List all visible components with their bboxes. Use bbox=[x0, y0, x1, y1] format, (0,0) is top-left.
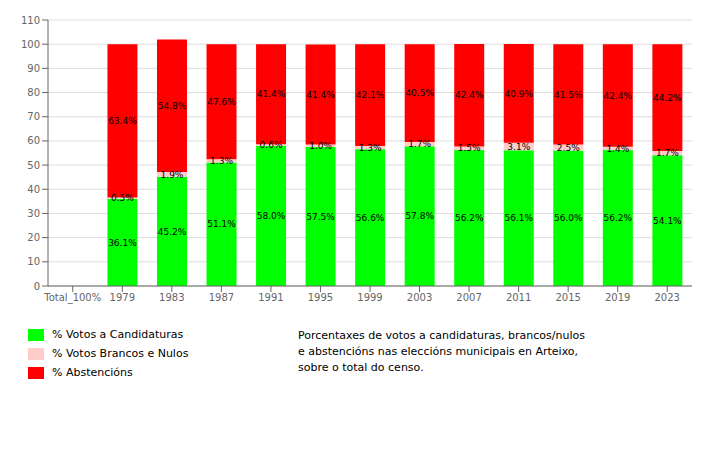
svg-text:42.1%: 42.1% bbox=[356, 90, 385, 100]
svg-text:63.4%: 63.4% bbox=[108, 116, 137, 126]
svg-text:56.6%: 56.6% bbox=[356, 213, 385, 223]
svg-text:20: 20 bbox=[27, 232, 40, 243]
svg-text:41.4%: 41.4% bbox=[257, 89, 286, 99]
html-text:sobre o total do censo.: sobre o total do censo. bbox=[298, 361, 424, 374]
svg-text:1.3%: 1.3% bbox=[210, 156, 233, 166]
svg-text:1999: 1999 bbox=[357, 292, 382, 303]
svg-text:1.3%: 1.3% bbox=[359, 143, 382, 153]
svg-text:1.9%: 1.9% bbox=[161, 170, 184, 180]
html-text:% Votos Brancos e Nulos: % Votos Brancos e Nulos bbox=[52, 347, 189, 360]
svg-text:2003: 2003 bbox=[407, 292, 432, 303]
svg-text:42.4%: 42.4% bbox=[455, 90, 484, 100]
svg-text:36.1%: 36.1% bbox=[108, 238, 137, 248]
svg-text:1.7%: 1.7% bbox=[408, 139, 431, 149]
svg-text:56.2%: 56.2% bbox=[604, 213, 633, 223]
svg-text:40.9%: 40.9% bbox=[504, 89, 533, 99]
svg-text:70: 70 bbox=[27, 111, 40, 122]
svg-text:80: 80 bbox=[27, 87, 40, 98]
html-text:Porcentaxes de votos a candida: Porcentaxes de votos a candidaturas, bra… bbox=[298, 329, 585, 342]
svg-text:1991: 1991 bbox=[258, 292, 283, 303]
html-text:% Abstencións: % Abstencións bbox=[52, 366, 133, 379]
svg-text:0.6%: 0.6% bbox=[260, 140, 283, 150]
svg-text:Total_100%: Total_100% bbox=[43, 292, 101, 304]
svg-text:1.4%: 1.4% bbox=[606, 144, 629, 154]
svg-text:0.5%: 0.5% bbox=[111, 193, 134, 203]
html-text:% Votos a Candidaturas: % Votos a Candidaturas bbox=[52, 328, 184, 341]
svg-text:42.4%: 42.4% bbox=[604, 91, 633, 101]
svg-text:56.1%: 56.1% bbox=[504, 213, 533, 223]
svg-text:100: 100 bbox=[21, 39, 40, 50]
svg-text:40.5%: 40.5% bbox=[405, 88, 434, 98]
svg-text:1995: 1995 bbox=[308, 292, 333, 303]
svg-text:2007: 2007 bbox=[456, 292, 481, 303]
svg-text:56.0%: 56.0% bbox=[554, 213, 583, 223]
svg-text:41.4%: 41.4% bbox=[306, 90, 335, 100]
svg-text:45.2%: 45.2% bbox=[158, 227, 187, 237]
svg-text:1979: 1979 bbox=[110, 292, 135, 303]
svg-text:54.8%: 54.8% bbox=[158, 101, 187, 111]
svg-text:1.7%: 1.7% bbox=[656, 148, 679, 158]
svg-text:44.2%: 44.2% bbox=[653, 93, 682, 103]
svg-text:2011: 2011 bbox=[506, 292, 531, 303]
svg-text:3.1%: 3.1% bbox=[507, 142, 530, 152]
svg-text:1.5%: 1.5% bbox=[458, 143, 481, 153]
svg-text:47.6%: 47.6% bbox=[207, 97, 236, 107]
svg-text:10: 10 bbox=[27, 256, 40, 267]
svg-text:2019: 2019 bbox=[605, 292, 630, 303]
svg-text:40: 40 bbox=[27, 184, 40, 195]
svg-text:2015: 2015 bbox=[555, 292, 580, 303]
html-text:e abstencións nas eleccións mu: e abstencións nas eleccións municipais e… bbox=[298, 345, 579, 358]
svg-text:90: 90 bbox=[27, 63, 40, 74]
svg-text:1.0%: 1.0% bbox=[309, 141, 332, 151]
svg-text:51.1%: 51.1% bbox=[207, 219, 236, 229]
svg-text:2.5%: 2.5% bbox=[557, 143, 580, 153]
svg-text:0: 0 bbox=[34, 281, 40, 292]
svg-text:30: 30 bbox=[27, 208, 40, 219]
svg-text:1987: 1987 bbox=[209, 292, 234, 303]
svg-text:58.0%: 58.0% bbox=[257, 211, 286, 221]
svg-text:54.1%: 54.1% bbox=[653, 216, 682, 226]
svg-text:57.5%: 57.5% bbox=[306, 212, 335, 222]
svg-text:1983: 1983 bbox=[159, 292, 184, 303]
svg-text:56.2%: 56.2% bbox=[455, 213, 484, 223]
svg-text:2023: 2023 bbox=[655, 292, 680, 303]
svg-text:110: 110 bbox=[21, 15, 40, 26]
svg-text:50: 50 bbox=[27, 160, 40, 171]
svg-text:57.8%: 57.8% bbox=[405, 211, 434, 221]
svg-text:60: 60 bbox=[27, 135, 40, 146]
svg-text:41.5%: 41.5% bbox=[554, 90, 583, 100]
